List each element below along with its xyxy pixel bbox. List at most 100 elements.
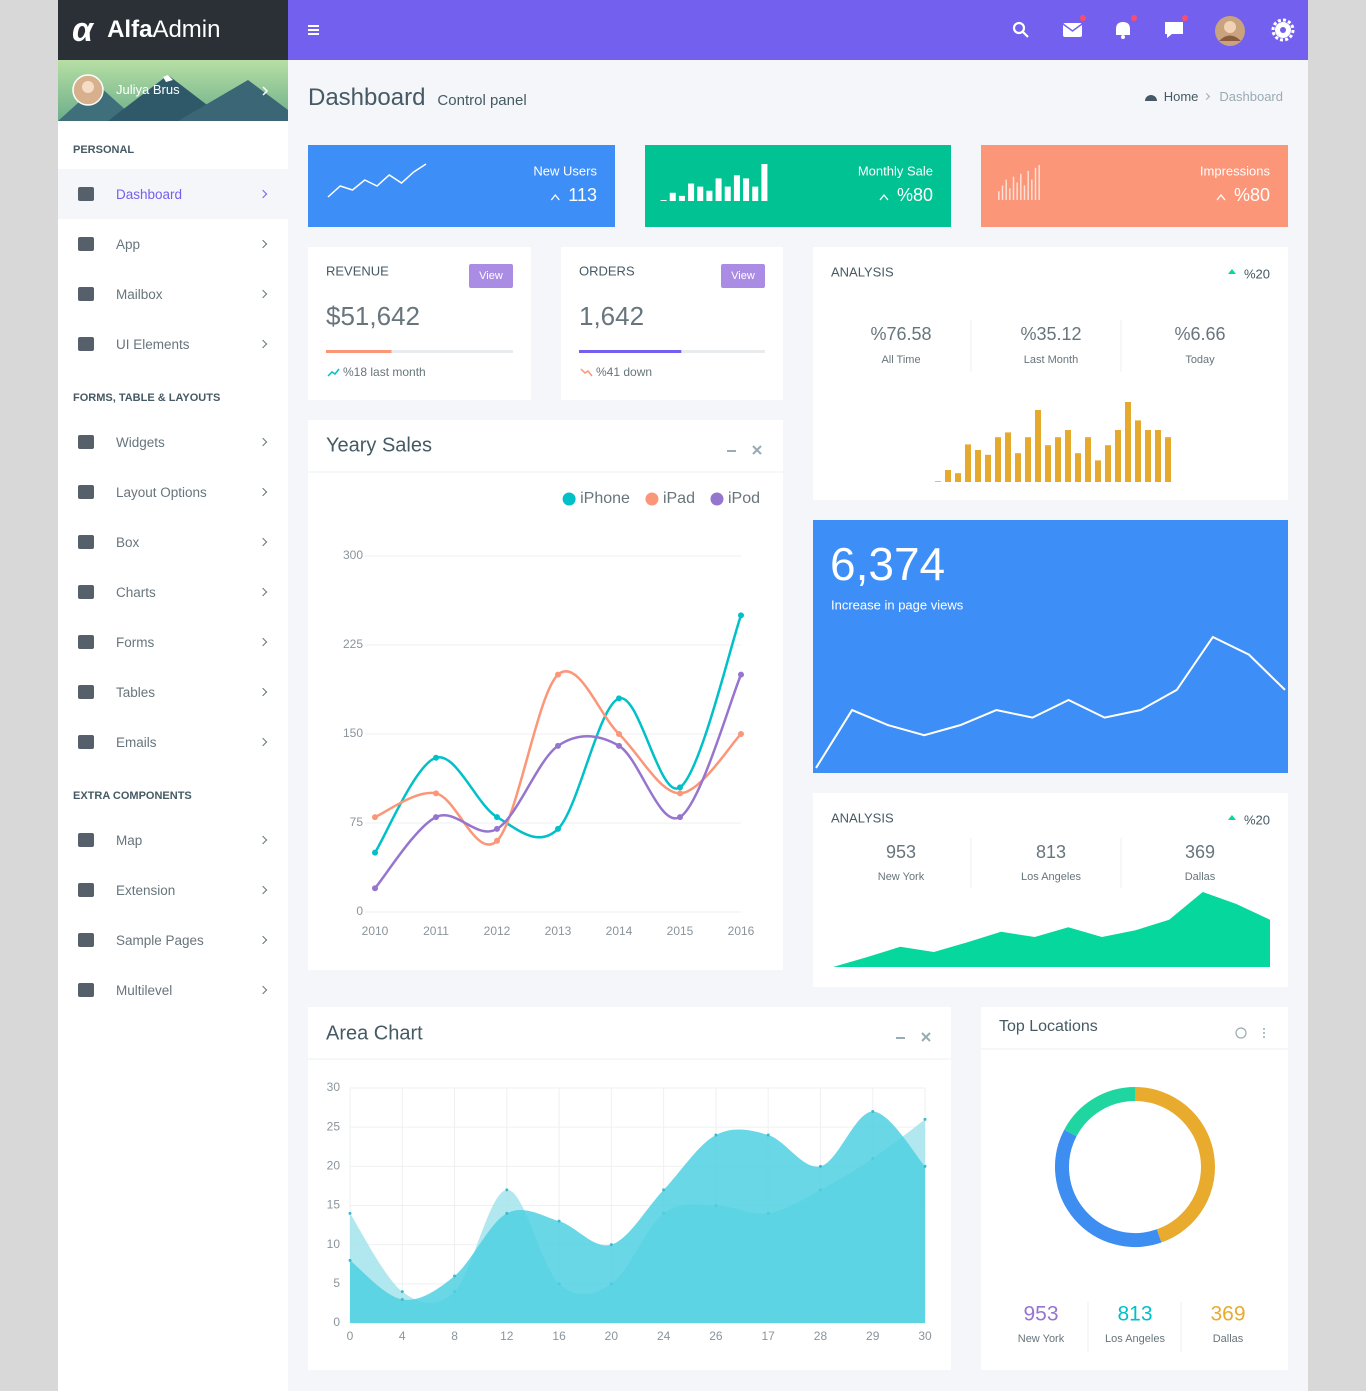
nav-chevron [258,239,268,249]
point [677,790,683,797]
stat-label: Impressions [1200,163,1271,178]
point [400,1298,404,1301]
bar-chart: ANALYSIS %20 %76.58 All Time %35.12 Last Mont… [831,264,1270,482]
point [923,1164,927,1168]
nav-item[interactable]: App [58,219,288,269]
bar [1025,437,1031,482]
line-chart: Yeary Sales 0 75 150 225 300 2010 2011 2012 2013… [308,434,783,938]
point [505,1188,509,1192]
bar [1165,437,1171,482]
area-chart: Area Chart 0 5 10 15 20 25 30 0 4 8 12 16 20 24 26 17 28… [308,1022,951,1343]
nav-icon [78,635,94,649]
nav-icon [78,535,94,549]
bar [715,178,722,201]
nav: PERSONAL Dashboard App Mailbox UI Elements FO… [58,121,288,1015]
point [348,1258,352,1262]
view-button[interactable] [469,264,513,288]
nav-item[interactable]: Forms [58,617,288,667]
menu-toggle[interactable] [308,25,319,35]
avatar[interactable] [1215,16,1245,46]
nav-item[interactable]: Map [58,815,288,865]
nav-item[interactable]: Widgets [58,417,288,467]
point [871,1110,875,1113]
chat-icon[interactable] [1165,15,1188,38]
refresh-button[interactable] [1235,1027,1247,1039]
nav-item[interactable]: Multilevel [58,965,288,1015]
area-chart: ANALYSIS %20 953 New York 813 Los Angeles 369 D… [831,810,1270,967]
point [609,1243,613,1247]
nav-item[interactable]: UI Elements [58,319,288,369]
bar [1045,445,1051,482]
bar [1035,410,1041,482]
close-button[interactable] [752,445,762,455]
y-tick-label: 10 [327,1237,341,1251]
point [433,814,439,821]
stat-label: New York [878,871,925,883]
y-tick-label: 0 [356,904,363,918]
chart-title: Top Locations [999,1018,1098,1035]
bar [1105,445,1111,482]
x-tick-label: 2016 [728,924,755,938]
point [494,837,500,844]
nav-section-title: EXTRA COMPONENTS [73,790,192,802]
bar [1085,437,1091,482]
legend-swatch [710,492,724,506]
mail-icon[interactable] [1062,15,1086,37]
bar [1009,188,1011,200]
subtitle: Increase in page views [831,597,964,612]
nav-item[interactable]: Layout Options [58,467,288,517]
nav-label: Box [116,534,140,550]
nav-item[interactable]: Dashboard [58,169,288,219]
search-icon[interactable] [1012,21,1029,38]
nav-icon [78,287,94,301]
logo[interactable]: α Alfa Admin [58,0,288,60]
point [372,814,378,821]
point [677,814,683,821]
user-panel[interactable]: Juliya Brus [58,60,288,121]
nav-item[interactable]: Box [58,517,288,567]
location-label: Dallas [1213,1333,1244,1345]
nav-chevron [258,587,268,597]
nav-icon [78,933,94,947]
bar [743,178,750,201]
nav-item[interactable]: Mailbox [58,269,288,319]
settings-icon[interactable] [1271,18,1295,42]
bar [1034,167,1037,200]
area [833,892,1270,967]
point [766,1133,770,1137]
kpi-value: 1,642 [579,301,644,331]
stat-card-svg: Monthly Sale %80 [660,163,933,205]
point [494,825,500,832]
view-button[interactable] [721,264,765,288]
trend-icon [580,368,593,377]
point [453,1274,457,1278]
bar [1155,430,1161,482]
point [555,742,561,749]
donut-segment [1134,1087,1215,1243]
nav-chevron [258,885,268,895]
bar [995,437,1001,482]
progress-bar [326,350,392,353]
x-tick-label: 28 [814,1329,828,1343]
nav-label: Extension [116,882,176,898]
close-button[interactable] [921,1032,931,1042]
nav-item[interactable]: Extension [58,865,288,915]
nav-item[interactable]: Charts [58,567,288,617]
nav-label: Emails [116,734,157,750]
bar [733,175,740,201]
nav-item[interactable]: Tables [58,667,288,717]
kpi-note: %41 down [596,365,652,379]
bar [935,481,941,482]
nav-icon [78,883,94,897]
area-chart-card: Area Chart 0 5 10 15 20 25 30 0 4 8 12 16 20 24 26 17 28… [308,1007,951,1370]
nav-item[interactable]: Emails [58,717,288,767]
bar [975,450,981,482]
nav-item[interactable]: Sample Pages [58,915,288,965]
point [677,784,683,791]
point [662,1188,666,1192]
y-tick-label: 25 [327,1119,341,1133]
breadcrumb-link[interactable]: Home [1163,89,1199,104]
more-button[interactable] [1263,1028,1265,1038]
bell-icon[interactable] [1116,15,1137,39]
